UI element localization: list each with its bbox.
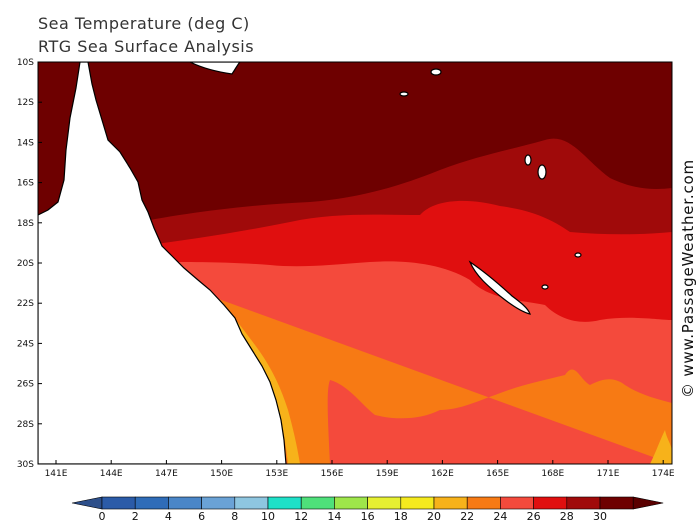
map-title: Sea Temperature (deg C) — [38, 14, 250, 33]
lat-tick-label: 10S — [17, 58, 34, 68]
colorbar-swatch — [433, 496, 468, 510]
loyalty-island — [541, 284, 549, 290]
lon-tick-label: 159E — [376, 469, 399, 479]
lat-tick-label: 30S — [17, 460, 34, 470]
colorbar-tick-label: 4 — [165, 510, 172, 523]
colorbar-left-cap — [71, 496, 103, 510]
colorbar-swatch — [400, 496, 435, 510]
lat-tick-label: 16S — [17, 179, 34, 189]
colorbar-tick-label: 12 — [294, 510, 308, 523]
colorbar-swatch — [500, 496, 534, 510]
fiji-island — [574, 252, 582, 258]
colorbar-tick-label: 2 — [132, 510, 139, 523]
lon-tick-label: 147E — [155, 469, 178, 479]
colorbar-tick-label: 10 — [261, 510, 275, 523]
colorbar-swatch — [533, 496, 568, 510]
colorbar-tick-label: 28 — [560, 510, 574, 523]
colorbar-swatch — [134, 496, 169, 510]
lon-tick-label: 174E — [652, 469, 675, 479]
colorbar-tick-label: 8 — [231, 510, 238, 523]
lon-tick-label: 141E — [45, 469, 68, 479]
sst-zone-22 — [180, 285, 672, 464]
lat-tick-label: 14S — [17, 138, 34, 148]
lon-tick-label: 144E — [100, 469, 123, 479]
colorbar-tick-label: 22 — [460, 510, 474, 523]
colorbar-swatch — [267, 496, 302, 510]
colorbar-swatch — [466, 496, 501, 510]
colorbar-swatch — [234, 496, 269, 510]
lon-tick-label: 171E — [597, 469, 620, 479]
colorbar-swatch — [566, 496, 601, 510]
colorbar-swatch — [168, 496, 202, 510]
colorbar-right-cap — [632, 496, 664, 510]
colorbar-swatch — [300, 496, 335, 510]
lon-tick-label: 156E — [321, 469, 344, 479]
lat-tick-label: 26S — [17, 380, 34, 390]
colorbar-tick-label: 18 — [394, 510, 408, 523]
lat-tick-label: 20S — [17, 259, 34, 269]
colorbar-swatch — [367, 496, 402, 510]
lon-tick-label: 153E — [265, 469, 288, 479]
lat-tick-label: 28S — [17, 420, 34, 430]
colorbar-tick-label: 20 — [427, 510, 441, 523]
colorbar-tick-label: 16 — [361, 510, 375, 523]
colorbar-tick-label: 14 — [327, 510, 341, 523]
lat-tick-label: 24S — [17, 339, 34, 349]
png-coast — [189, 62, 241, 75]
colorbar-tick-label: 26 — [527, 510, 541, 523]
colorbar-swatch — [599, 496, 634, 510]
lon-tick-label: 150E — [210, 469, 233, 479]
colorbar-tick-label: 30 — [593, 510, 607, 523]
colorbar-swatch — [101, 496, 136, 510]
colorbar-tick-label: 0 — [99, 510, 106, 523]
solomon-island — [430, 68, 442, 76]
vanuatu-island-2 — [524, 154, 532, 166]
lat-tick-label: 22S — [17, 299, 34, 309]
colorbar-tick-label: 24 — [493, 510, 507, 523]
lat-tick-label: 18S — [17, 219, 34, 229]
australia-landmass — [38, 62, 287, 464]
lon-tick-label: 168E — [541, 469, 564, 479]
lon-tick-label: 165E — [486, 469, 509, 479]
colorbar-swatch — [201, 496, 236, 510]
new-caledonia-island — [468, 260, 531, 315]
lat-tick-label: 12S — [17, 98, 34, 108]
vanuatu-island — [537, 164, 547, 180]
solomon-island-2 — [399, 91, 409, 97]
map-subtitle: RTG Sea Surface Analysis — [38, 37, 255, 56]
colorbar-swatch — [334, 496, 368, 510]
colorbar-tick-label: 6 — [198, 510, 205, 523]
watermark: © www.PassageWeather.com — [679, 159, 697, 398]
lon-tick-label: 162E — [431, 469, 454, 479]
